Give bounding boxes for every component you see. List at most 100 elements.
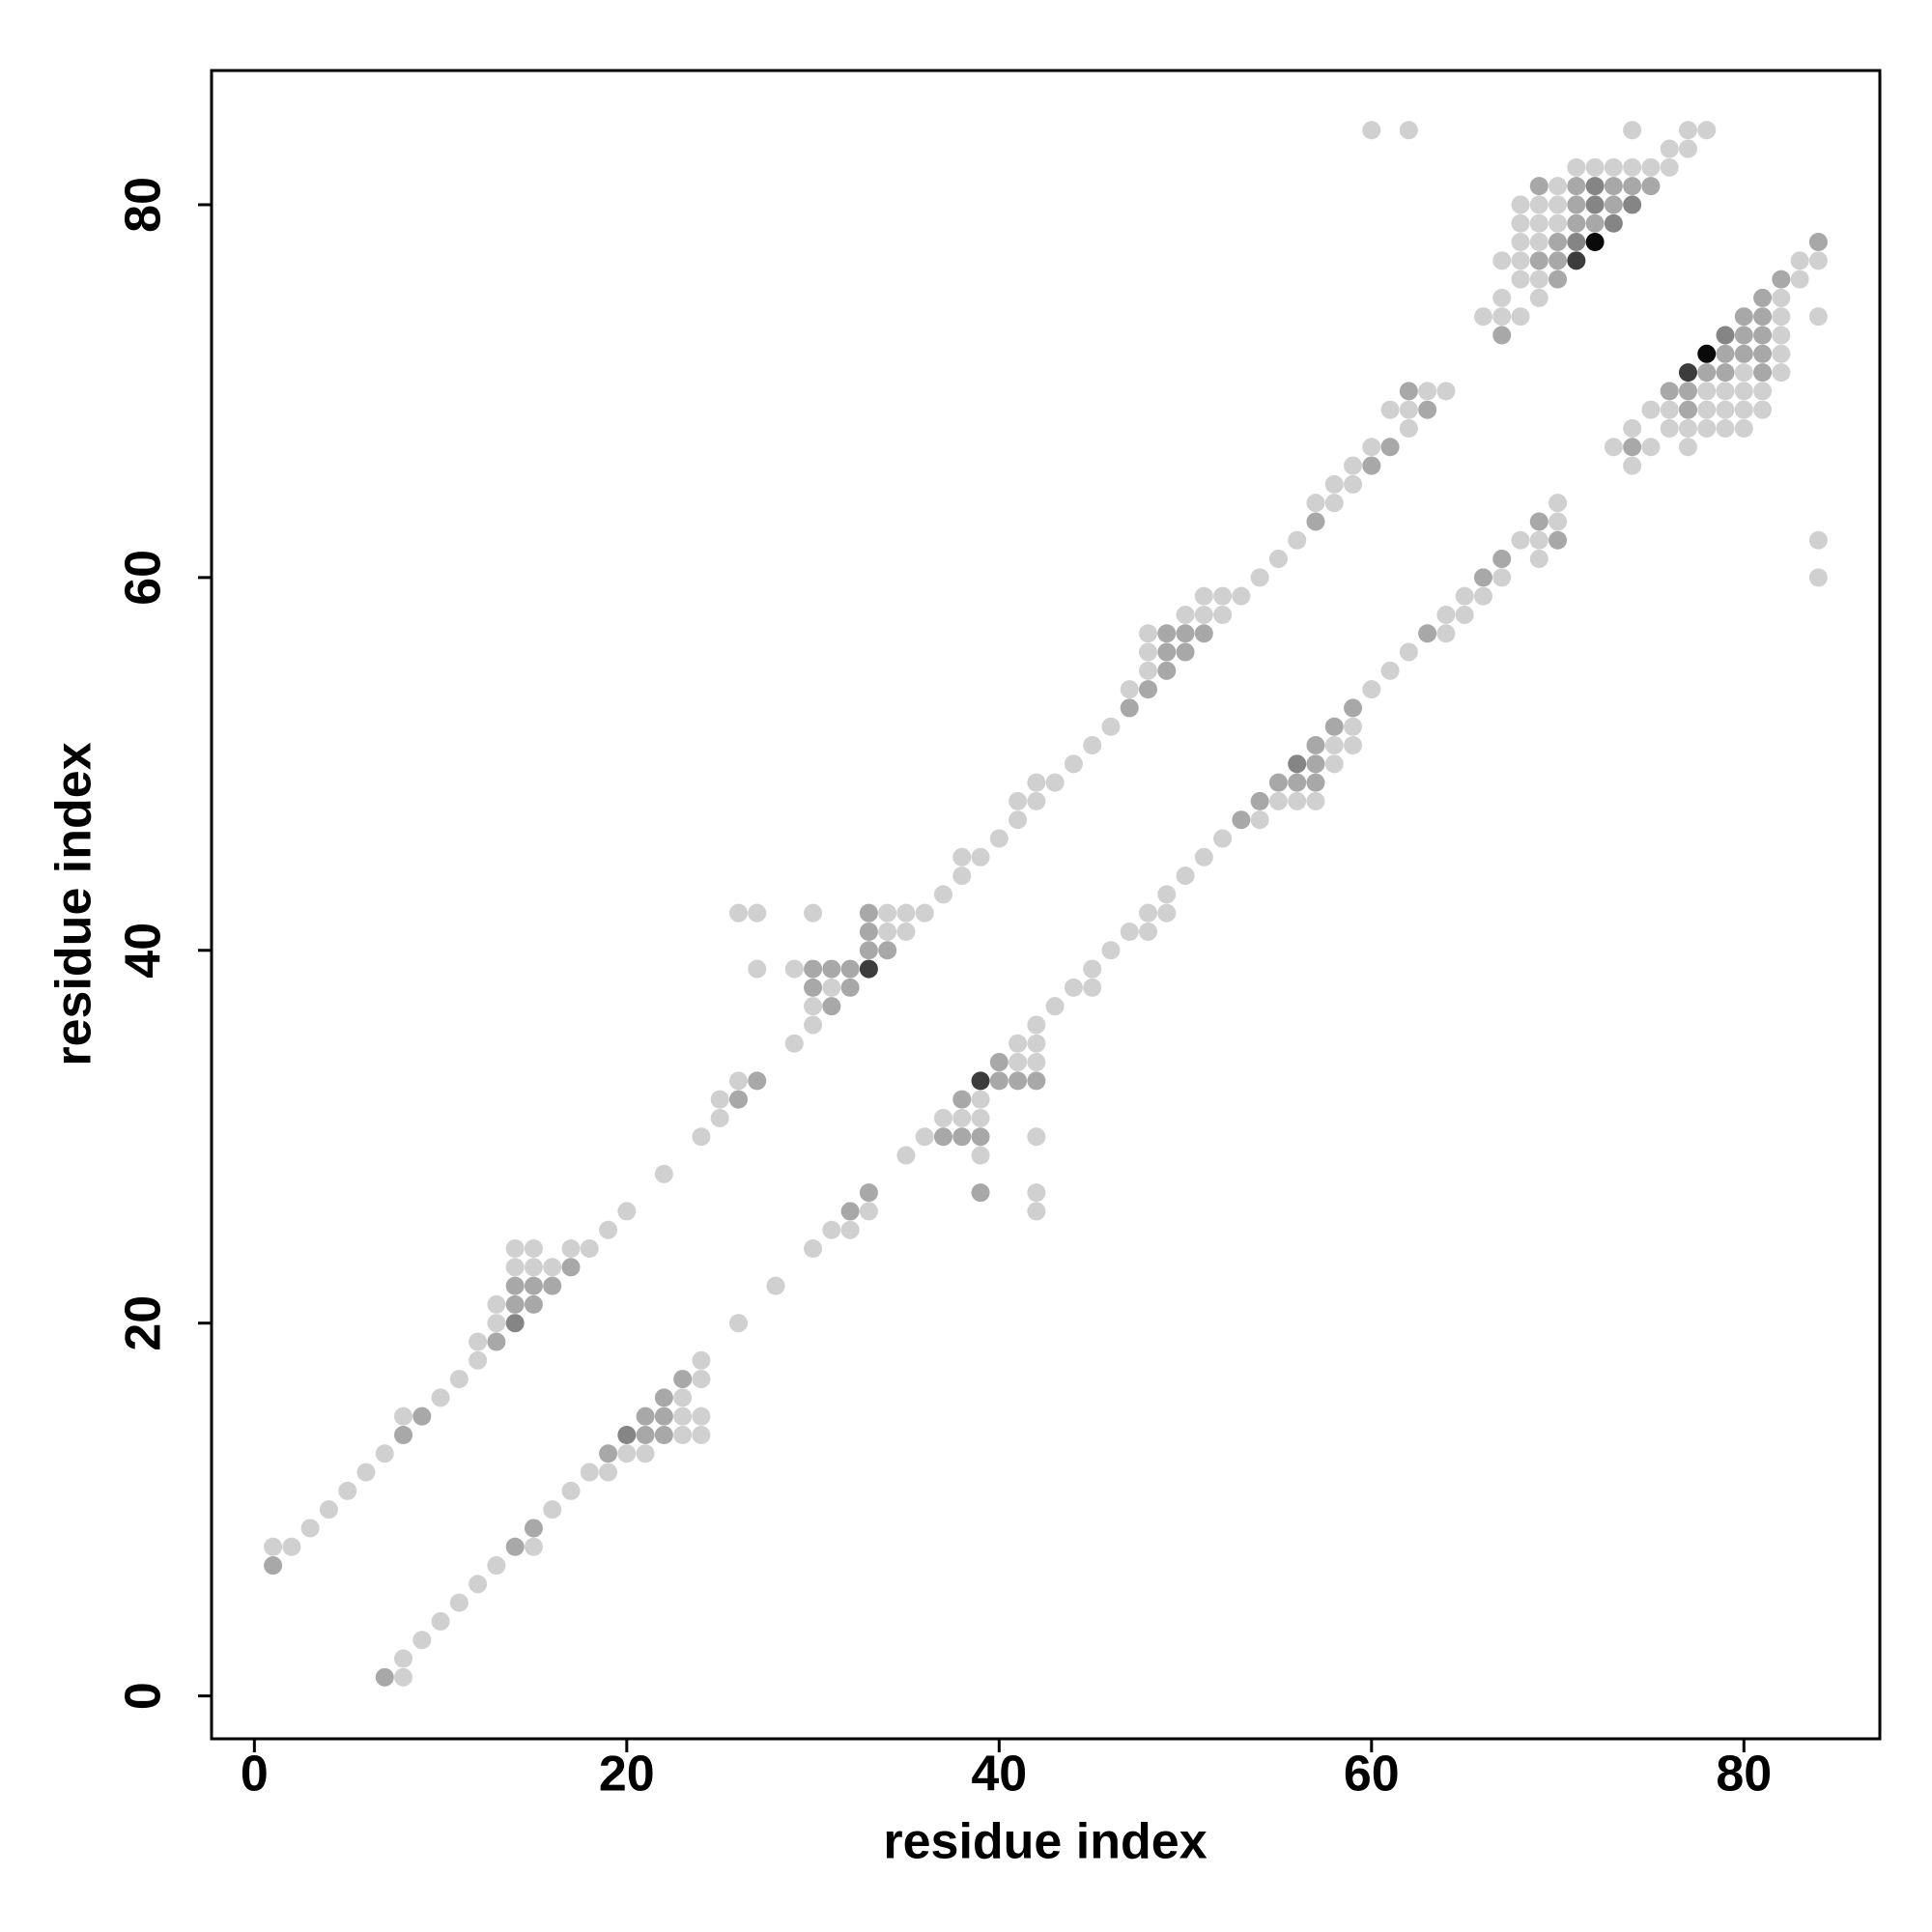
contact-point <box>1808 233 1828 252</box>
contact-point <box>617 1202 637 1221</box>
contact-point <box>1623 418 1642 438</box>
contact-point <box>1492 307 1512 327</box>
contact-point <box>1529 233 1548 252</box>
contact-point <box>748 1071 767 1091</box>
contact-point <box>710 1108 729 1127</box>
contact-point <box>654 1164 673 1183</box>
contact-point <box>1139 903 1158 923</box>
contact-point <box>1548 233 1568 252</box>
contact-point <box>1139 642 1158 662</box>
contact-point <box>1772 326 1791 345</box>
contact-point <box>878 922 897 941</box>
contact-point <box>1567 195 1586 214</box>
contact-point <box>1808 307 1828 327</box>
contact-point <box>1678 363 1697 383</box>
contact-point <box>1194 605 1213 624</box>
x-tick-label: 40 <box>971 1747 1027 1803</box>
x-tick-label: 20 <box>599 1747 655 1803</box>
contact-point <box>1157 903 1177 923</box>
contact-point <box>1678 121 1697 140</box>
contact-point <box>804 978 823 997</box>
contact-point <box>524 1258 543 1277</box>
contact-point <box>1660 418 1679 438</box>
contact-point <box>1139 922 1158 941</box>
contact-point <box>1808 568 1828 587</box>
contact-point <box>1604 213 1623 233</box>
contact-point <box>636 1444 655 1463</box>
contact-point <box>1697 363 1717 383</box>
contact-point <box>1697 382 1717 401</box>
contact-point <box>1473 586 1492 606</box>
contact-point <box>971 1127 990 1147</box>
contact-point <box>580 1239 599 1259</box>
contact-point <box>505 1314 525 1333</box>
contact-point <box>673 1406 693 1426</box>
contact-point <box>524 1519 543 1538</box>
contact-point <box>1772 363 1791 383</box>
contact-point <box>1139 661 1158 680</box>
contact-point <box>487 1294 506 1314</box>
contact-point <box>1213 605 1233 624</box>
contact-point <box>505 1537 525 1556</box>
contact-point <box>1045 773 1065 792</box>
contact-point <box>1492 251 1512 270</box>
contact-point <box>543 1276 562 1295</box>
contact-point <box>1268 773 1288 792</box>
contact-point <box>748 959 767 979</box>
contact-point <box>1567 213 1586 233</box>
contact-point <box>505 1276 525 1295</box>
contact-point <box>1623 456 1642 475</box>
contact-point <box>1268 791 1288 810</box>
contact-point <box>1380 438 1400 457</box>
contact-point <box>1753 363 1773 383</box>
contact-point <box>1529 530 1548 550</box>
contact-point <box>1548 213 1568 233</box>
contact-point <box>971 1146 990 1165</box>
contact-point <box>394 1649 413 1668</box>
contact-point <box>1660 157 1679 177</box>
contact-point <box>1734 344 1753 363</box>
contact-point <box>1380 661 1400 680</box>
contact-point <box>728 1071 748 1091</box>
contact-point <box>989 829 1009 848</box>
contact-point <box>1399 121 1418 140</box>
x-axis-title: residue index <box>883 1814 1207 1870</box>
contact-point <box>1604 157 1623 177</box>
contact-point <box>412 1406 432 1426</box>
x-tick-label: 0 <box>241 1747 269 1803</box>
contact-point <box>1753 344 1773 363</box>
contact-point <box>487 1314 506 1333</box>
contact-point <box>1585 233 1605 252</box>
contact-point <box>971 1108 990 1127</box>
contact-point <box>933 1127 952 1147</box>
contact-point <box>469 1332 488 1351</box>
contact-point <box>859 922 878 941</box>
contact-point <box>1772 288 1791 307</box>
contact-point <box>599 1444 618 1463</box>
contact-point <box>1585 195 1605 214</box>
contact-point <box>1567 233 1586 252</box>
contact-point <box>1511 213 1530 233</box>
contact-point <box>971 1183 990 1203</box>
contact-point <box>1009 1071 1028 1091</box>
contact-point <box>580 1463 599 1482</box>
contact-point <box>561 1239 581 1259</box>
contact-point <box>1567 177 1586 196</box>
contact-point <box>1139 680 1158 699</box>
contact-point <box>896 1146 916 1165</box>
contact-point <box>1176 605 1195 624</box>
contact-point <box>952 847 972 867</box>
contact-point <box>524 1276 543 1295</box>
contact-point <box>1027 1053 1046 1072</box>
contact-point <box>1120 698 1139 718</box>
contact-point <box>822 978 841 997</box>
contact-point <box>1157 885 1177 904</box>
contact-point <box>1418 382 1437 401</box>
contact-point <box>1511 307 1530 327</box>
contact-point <box>1529 512 1548 531</box>
contact-point <box>933 885 952 904</box>
contact-point <box>524 1239 543 1259</box>
contact-point <box>1604 195 1623 214</box>
contact-point <box>1250 568 1269 587</box>
contact-point <box>804 1015 823 1035</box>
